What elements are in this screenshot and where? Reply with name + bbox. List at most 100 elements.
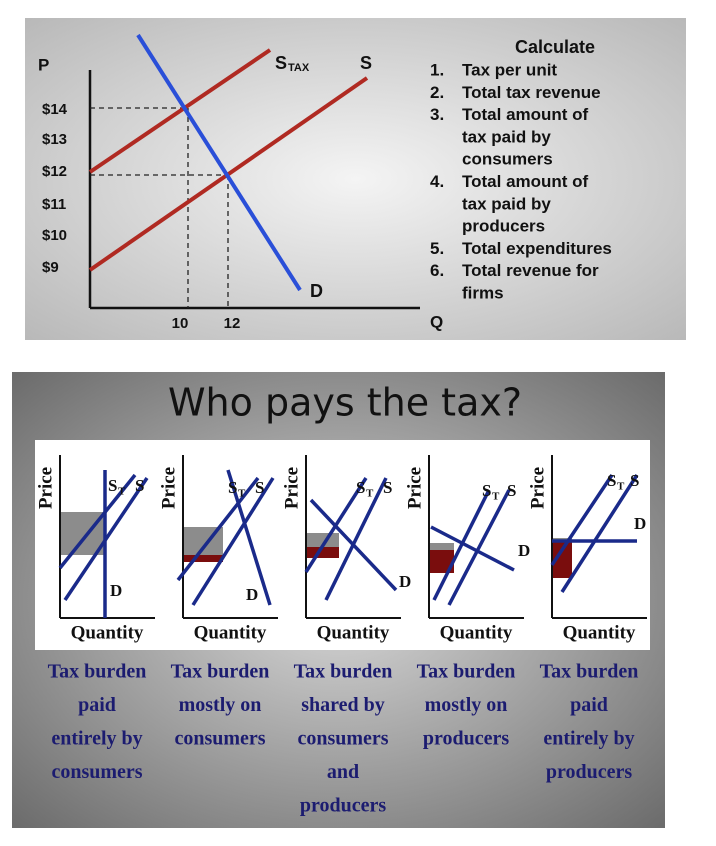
- list-text: tax paid by: [462, 194, 551, 213]
- x-axis-label: Q: [430, 312, 443, 331]
- caption: Tax burden: [540, 661, 639, 683]
- y-label: Price: [404, 467, 425, 509]
- list-text: Total expenditures: [462, 239, 612, 258]
- y-tick-label: $13: [42, 131, 67, 148]
- caption: paid: [78, 694, 116, 716]
- guides: [90, 107, 229, 308]
- area-consumer: [306, 533, 339, 547]
- supply-line: [447, 489, 511, 606]
- caption: consumers: [297, 728, 388, 750]
- curve-label: S: [255, 478, 264, 497]
- y-tick-label: $14: [42, 101, 68, 118]
- supply-tax-line: [550, 474, 614, 566]
- caption: mostly on: [179, 694, 262, 716]
- caption: consumers: [174, 728, 265, 750]
- list-text: firms: [462, 283, 504, 302]
- list-number: 6.: [430, 261, 444, 280]
- caption: consumers: [51, 761, 142, 783]
- x-label: Quantity: [440, 622, 513, 643]
- curve-label: S: [630, 471, 639, 490]
- list-text: Total revenue for: [462, 261, 599, 280]
- curve-label-sub: T: [118, 486, 126, 498]
- caption: mostly on: [425, 694, 508, 716]
- caption: paid: [570, 694, 608, 716]
- caption: producers: [300, 795, 387, 817]
- list-text: tax paid by: [462, 127, 551, 146]
- y-tick-label: $11: [42, 196, 66, 213]
- list-text: Tax per unit: [462, 60, 557, 79]
- curve-label: S: [275, 53, 287, 73]
- x-label: Quantity: [194, 622, 267, 643]
- curve-label: S: [360, 53, 372, 73]
- list-number: 3.: [430, 105, 444, 124]
- caption: and: [327, 761, 359, 783]
- list-number: 2.: [430, 83, 444, 102]
- curve-label-sub: T: [617, 481, 625, 493]
- caption: entirely by: [543, 728, 634, 750]
- list-number: 5.: [430, 239, 444, 258]
- x-tick-label: 10: [172, 315, 189, 332]
- curve-label-sub: TAX: [288, 62, 310, 74]
- demand-line: [226, 469, 272, 606]
- curve-label: D: [518, 541, 530, 560]
- y-label: Price: [35, 467, 56, 509]
- curve-label: D: [399, 572, 411, 591]
- caption: entirely by: [51, 728, 142, 750]
- caption: Tax burden: [171, 661, 270, 683]
- d-curve: [136, 33, 302, 292]
- caption: shared by: [301, 694, 385, 716]
- x-label: Quantity: [71, 622, 144, 643]
- y-axis-label: P: [38, 55, 49, 74]
- curve-label-sub: T: [492, 491, 500, 503]
- list-text: Total amount of: [462, 105, 589, 124]
- list-title: Calculate: [515, 37, 595, 57]
- curve-label: D: [246, 585, 258, 604]
- x-label: Quantity: [317, 622, 390, 643]
- curve-label: S: [108, 476, 117, 495]
- supply-line: [191, 477, 275, 606]
- y-label: Price: [158, 467, 179, 509]
- list-text: producers: [462, 217, 545, 236]
- supply-line: [560, 474, 639, 593]
- list-number: 4.: [430, 172, 444, 191]
- curve-label: S: [383, 478, 392, 497]
- graphs-panel: [35, 440, 650, 650]
- y-tick-label: $9: [42, 259, 59, 276]
- supply-tax-line: [176, 476, 260, 582]
- slide-title: Who pays the tax?: [168, 381, 522, 425]
- y-tick-label: $10: [42, 227, 67, 244]
- curve-label: S: [507, 481, 516, 500]
- supply-line: [324, 477, 388, 601]
- curve-label: D: [310, 281, 323, 301]
- list-number: 1.: [430, 60, 444, 79]
- curve-label: S: [607, 471, 616, 490]
- caption: producers: [546, 761, 633, 783]
- y-label: Price: [281, 467, 302, 509]
- caption: Tax burden: [294, 661, 393, 683]
- area-producer: [552, 542, 572, 578]
- top-graph: P Q S TAX S D Calculate: [38, 33, 595, 331]
- list-text: Total tax revenue: [462, 83, 601, 102]
- area-producer: [429, 550, 454, 573]
- area-consumer: [429, 543, 454, 550]
- y-tick-label: $12: [42, 163, 67, 180]
- list-text: consumers: [462, 150, 553, 169]
- x-tick-label: 12: [224, 315, 241, 332]
- area-producer: [183, 555, 223, 562]
- demand-line: [430, 525, 515, 572]
- area-producer: [306, 547, 339, 558]
- demand-line: [309, 498, 398, 592]
- caption: producers: [423, 728, 510, 750]
- curve-label-sub: T: [366, 488, 374, 500]
- top-slide: [25, 18, 686, 340]
- curve-label: D: [110, 581, 122, 600]
- caption: Tax burden: [417, 661, 516, 683]
- y-label: Price: [527, 467, 548, 509]
- supply-tax-line: [432, 489, 491, 601]
- curve-label: S: [482, 481, 491, 500]
- list-text: Total amount of: [462, 172, 589, 191]
- caption: Tax burden: [48, 661, 147, 683]
- x-label: Quantity: [563, 622, 636, 643]
- curve-label-sub: T: [238, 488, 246, 500]
